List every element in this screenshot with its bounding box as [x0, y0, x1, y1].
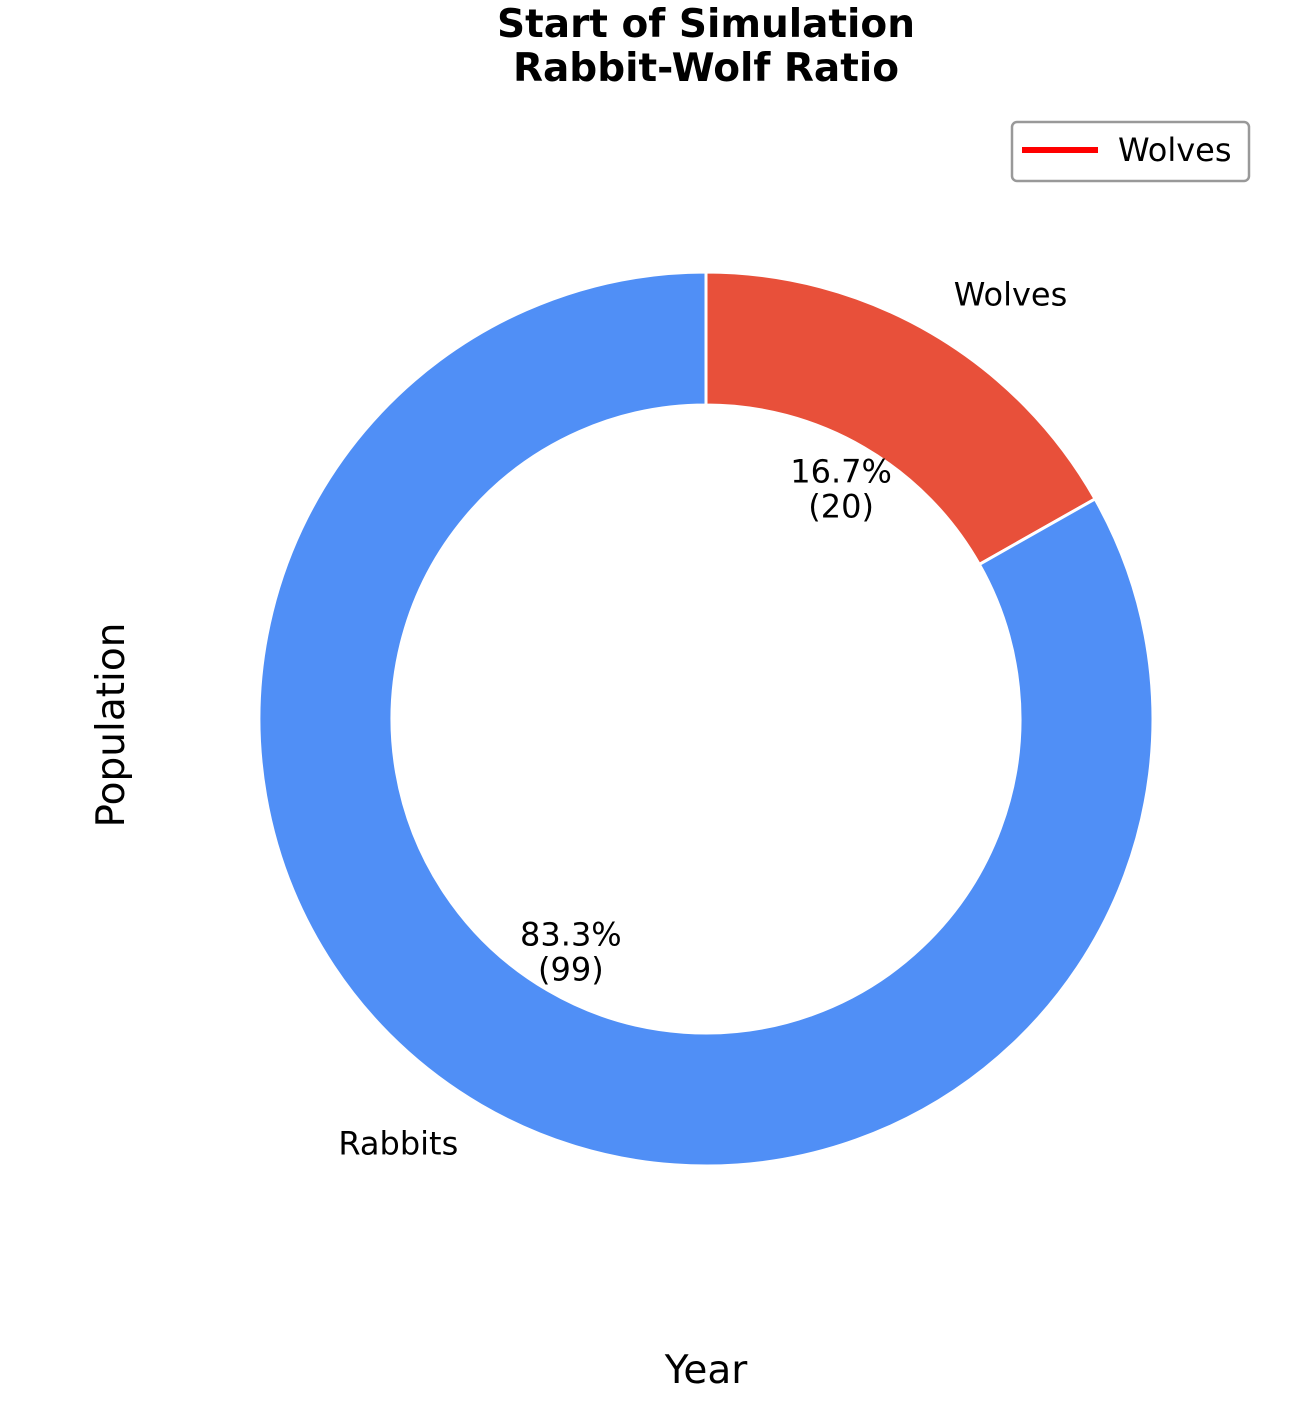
percent-label-wolves: 16.7% (20) — [790, 452, 892, 525]
chart-title-line-1: Start of Simulation — [497, 2, 915, 47]
slice-wolves — [704, 270, 1098, 567]
percent-value-wolves: 16.7% — [790, 452, 892, 490]
legend-frame — [1010, 120, 1251, 183]
slice-labels: Wolves Rabbits — [338, 275, 1067, 1162]
percent-value-rabbits: 83.3% — [520, 916, 622, 954]
count-value-wolves: (20) — [808, 487, 874, 525]
y-axis-label: Population — [89, 623, 134, 828]
percent-labels: 16.7% (20) 83.3% (99) — [520, 452, 892, 988]
percent-label-rabbits: 83.3% (99) — [520, 916, 622, 989]
slice-rabbits — [257, 270, 1155, 1168]
chart-title-line-2: Rabbit-Wolf Ratio — [513, 46, 899, 91]
x-axis-label: Year — [664, 1348, 749, 1393]
slice-label-rabbits: Rabbits — [338, 1125, 458, 1163]
chart-title: Start of Simulation Rabbit-Wolf Ratio — [497, 2, 915, 91]
count-value-rabbits: (99) — [538, 951, 604, 989]
pie-slices — [257, 270, 1155, 1168]
slice-label-wolves: Wolves — [954, 275, 1068, 313]
legend: Wolves — [1010, 120, 1251, 183]
legend-label-wolves: Wolves — [1118, 131, 1232, 169]
